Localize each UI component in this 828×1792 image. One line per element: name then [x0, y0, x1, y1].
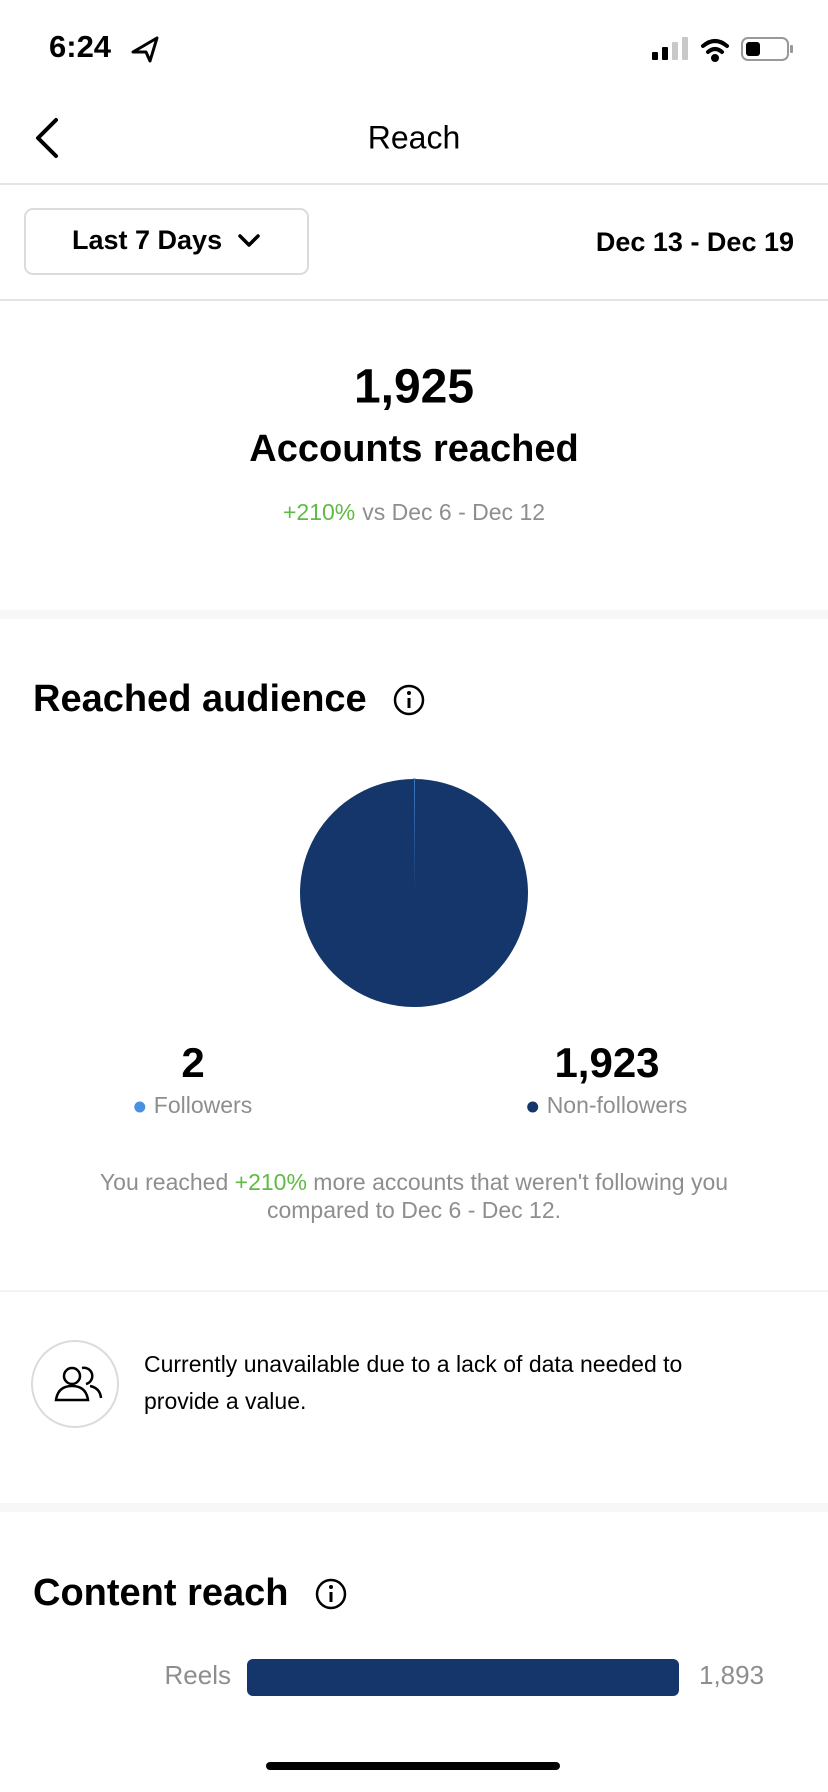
info-icon[interactable] — [393, 684, 425, 716]
pie-chart: 2 Followers 1,923 Non-followers — [134, 778, 688, 1118]
info-icon[interactable] — [315, 1578, 347, 1610]
note-text: more accounts that weren't following you — [307, 1169, 728, 1195]
change-value: +210% — [283, 499, 355, 525]
date-range: Dec 13 - Dec 19 — [596, 227, 794, 257]
bar-value: 1,893 — [699, 1660, 764, 1690]
bar — [247, 1659, 679, 1696]
signal-icon — [652, 37, 688, 60]
section-title: Content reach — [33, 1572, 288, 1614]
back-button[interactable] — [36, 118, 58, 158]
dropdown-chevron — [238, 234, 260, 247]
battery-icon — [741, 37, 793, 61]
summary-label: Accounts reached — [249, 428, 578, 470]
legend-dot — [527, 1101, 539, 1113]
summary-value: 1,925 — [354, 361, 474, 414]
period-dropdown[interactable] — [24, 208, 309, 275]
header-title: Reach — [368, 119, 461, 155]
legend-label: Non-followers — [547, 1092, 688, 1118]
wifi-icon — [701, 39, 729, 62]
section-separator — [0, 1503, 828, 1512]
unavailable-text: Currently unavailable due to a lack of d… — [144, 1351, 682, 1377]
legend-label: Followers — [154, 1092, 252, 1118]
section-title: Reached audience — [33, 678, 367, 720]
unavailable-text: provide a value. — [144, 1388, 306, 1414]
note-line: compared to Dec 6 - Dec 12. — [267, 1197, 561, 1223]
bar-chart: Reels 1,893 — [165, 1659, 764, 1696]
section-separator — [0, 610, 828, 619]
period-label: Last 7 Days — [72, 225, 222, 255]
bar-label: Reels — [165, 1660, 231, 1690]
note-text: You reached — [100, 1169, 235, 1195]
audience-note: You reached +210% more accounts that wer… — [100, 1169, 728, 1195]
note-change: +210% — [235, 1169, 307, 1195]
status-time: 6:24 — [49, 29, 112, 64]
pie-slice — [299, 779, 528, 1008]
comparison: vs Dec 6 - Dec 12 — [362, 499, 545, 525]
people-icon — [54, 1366, 103, 1402]
home-indicator — [266, 1762, 560, 1770]
legend-dot — [134, 1101, 146, 1113]
legend-value: 1,923 — [554, 1039, 659, 1086]
summary-change: +210% vs Dec 6 - Dec 12 — [283, 499, 545, 525]
legend-value: 2 — [181, 1039, 204, 1086]
location-icon — [131, 36, 159, 63]
